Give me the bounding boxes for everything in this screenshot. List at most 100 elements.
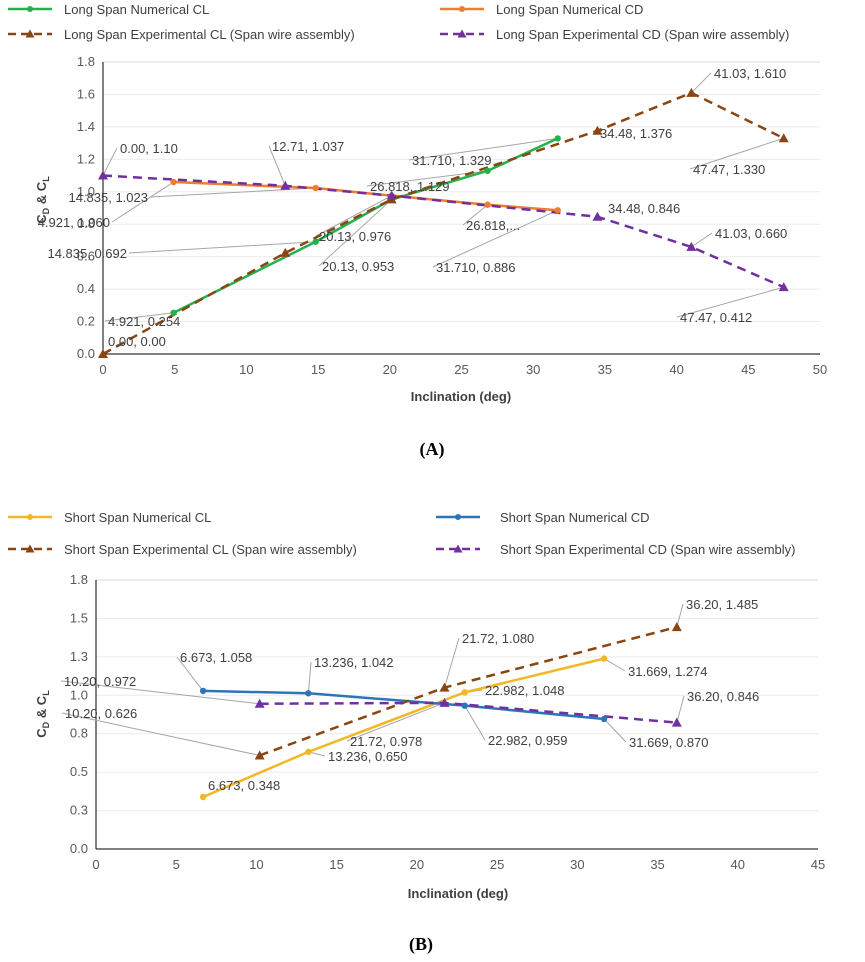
y-tick-label-a-2: 0.4 — [77, 281, 95, 296]
leader-line-a-3-5 — [676, 286, 784, 318]
legend-b: Short Span Numerical CL Short Span Numer… — [8, 510, 796, 557]
y-tick-label-b-4: 1.0 — [70, 687, 88, 702]
y-tick-label-b-2: 0.5 — [70, 764, 88, 779]
data-label-a-2-0: 0.00, 0.00 — [108, 334, 166, 349]
y-tick-label-a-5: 1.0 — [77, 184, 95, 199]
marker-a-1-3 — [484, 201, 491, 208]
series-line-a-2 — [102, 91, 785, 356]
marker-a-2-4 — [686, 87, 697, 97]
data-label-a-2-3: 34.48, 1.376 — [600, 126, 672, 141]
marker-b-1-3 — [600, 715, 608, 723]
plot-a-markers — [98, 87, 789, 358]
x-tick-label-a-5: 25 — [454, 362, 468, 377]
x-tick-label-a-7: 35 — [598, 362, 612, 377]
marker-b-3-2 — [671, 717, 682, 727]
x-tick-label-a-10: 50 — [813, 362, 827, 377]
legend-a-label-0: Long Span Numerical CL — [64, 2, 209, 17]
x-tick-label-a-6: 30 — [526, 362, 540, 377]
data-label-a-0-2: 20.13, 0.953 — [322, 259, 394, 274]
marker-a-0-3 — [484, 167, 491, 175]
leader-line-a-1-3 — [462, 204, 488, 226]
data-label-a-0-3: 26.818, 1.129 — [370, 179, 450, 194]
legend-b-marker-0 — [27, 514, 33, 520]
legend-a: Long Span Numerical CL Long Span Numeric… — [8, 2, 789, 42]
marker-b-2-0 — [254, 750, 265, 760]
y-tick-label-a-4: 0.8 — [77, 216, 95, 231]
x-tick-label-b-2: 10 — [249, 857, 263, 872]
data-label-a-0-1: 14.835, 0.692 — [47, 246, 127, 261]
y-tick-label-b-7: 1.8 — [70, 572, 88, 587]
x-tick-label-a-4: 20 — [383, 362, 397, 377]
data-label-b-3-1: 21.72, 0.978 — [350, 734, 422, 749]
y-tick-label-a-7: 1.4 — [77, 119, 95, 134]
marker-b-3-0 — [254, 698, 265, 708]
x-tick-label-b-6: 30 — [570, 857, 584, 872]
legend-b-label-0: Short Span Numerical CL — [64, 510, 211, 525]
y-tick-label-a-1: 0.2 — [77, 314, 95, 329]
marker-b-1-0 — [199, 687, 207, 695]
data-label-b-2-1: 21.72, 1.080 — [462, 631, 534, 646]
data-label-a-3-5: 47.47, 0.412 — [680, 310, 752, 325]
legend-a-marker-0 — [27, 6, 33, 12]
marker-a-0-1 — [312, 238, 319, 245]
leader-line-a-0-0 — [104, 312, 174, 322]
marker-b-0-2 — [461, 689, 468, 696]
legend-b-marker-2 — [25, 544, 35, 553]
marker-b-0-0 — [199, 793, 207, 801]
legend-b-marker-1 — [455, 514, 461, 520]
y-tick-label-b-5: 1.3 — [70, 649, 88, 664]
y-tick-label-a-0: 0.0 — [77, 346, 95, 361]
plot-b-series-lines — [202, 625, 678, 799]
plot-b-y-tick-labels: 0.0 0.3 0.5 0.8 1.0 1.3 1.5 1.8 — [70, 572, 88, 856]
leader-line-b-1-3 — [603, 718, 627, 743]
plot-b-gridlines — [96, 617, 818, 812]
marker-a-1-1 — [312, 184, 319, 192]
plot-a-data-labels: 4.921, 0.254 14.835, 0.692 20.13, 0.953 26.… — [38, 66, 788, 349]
plot-a-gridlines — [103, 93, 820, 323]
marker-a-1-0 — [170, 178, 177, 186]
leader-line-a-1-0 — [111, 181, 174, 223]
series-line-b-1 — [203, 689, 605, 721]
leader-line-b-0-3 — [603, 658, 626, 672]
data-label-b-0-2: 22.982, 1.048 — [485, 683, 565, 698]
leader-line-b-1-1 — [307, 661, 312, 694]
plot-a-leaders — [102, 72, 784, 322]
plot-b-data-labels: 6.673, 0.348 13.236, 0.650 22.982, 1.048 31… — [64, 597, 759, 793]
data-label-b-0-1: 13.236, 0.650 — [328, 749, 408, 764]
x-tick-label-b-5: 25 — [490, 857, 504, 872]
marker-b-3-1 — [439, 697, 450, 707]
marker-a-3-4 — [686, 241, 697, 251]
plot-a-axes — [102, 62, 820, 355]
plot-b-markers — [199, 622, 682, 801]
data-label-b-3-2: 36.20, 0.846 — [687, 689, 759, 704]
marker-a-0-4 — [554, 135, 561, 142]
data-label-a-3-3: 34.48, 0.846 — [608, 201, 680, 216]
data-label-a-3-0: 0.00, 1.10 — [120, 141, 178, 156]
panel-label-a: (A) — [420, 439, 445, 460]
x-tick-label-b-9: 45 — [811, 857, 825, 872]
marker-a-3-0 — [98, 170, 108, 180]
data-label-a-1-1: 14.835, 1.023 — [68, 190, 148, 205]
leader-line-b-1-2 — [464, 705, 486, 741]
x-axis-label-b: Inclination (deg) — [408, 886, 508, 901]
y-axis-label-a: CD & CL — [34, 176, 51, 224]
data-label-b-3-0: 10.20, 0.972 — [64, 674, 136, 689]
data-label-b-2-0: 10.20, 0.626 — [65, 706, 137, 721]
leader-line-b-2-1 — [444, 637, 460, 688]
series-line-b-0 — [202, 657, 605, 799]
leader-line-b-3-0 — [60, 680, 260, 705]
leader-line-a-1-1 — [149, 187, 316, 198]
data-label-b-2-2: 36.20, 1.485 — [686, 597, 758, 612]
y-tick-label-b-0: 0.0 — [70, 841, 88, 856]
y-tick-label-a-3: 0.6 — [77, 249, 95, 264]
data-label-a-1-4: 31.710, 0.886 — [436, 260, 516, 275]
legend-a-label-2: Long Span Experimental CL (Span wire ass… — [64, 27, 355, 42]
data-label-a-0-4: 31.710, 1.329 — [412, 153, 492, 168]
legend-b-label-1: Short Span Numerical CD — [500, 510, 650, 525]
x-tick-label-a-8: 40 — [669, 362, 683, 377]
leader-line-a-3-1 — [268, 145, 286, 186]
x-tick-label-b-3: 15 — [329, 857, 343, 872]
leader-line-b-1-0 — [176, 656, 204, 692]
data-label-a-2-4: 41.03, 1.610 — [714, 66, 786, 81]
data-label-b-0-3: 31.669, 1.274 — [628, 664, 708, 679]
